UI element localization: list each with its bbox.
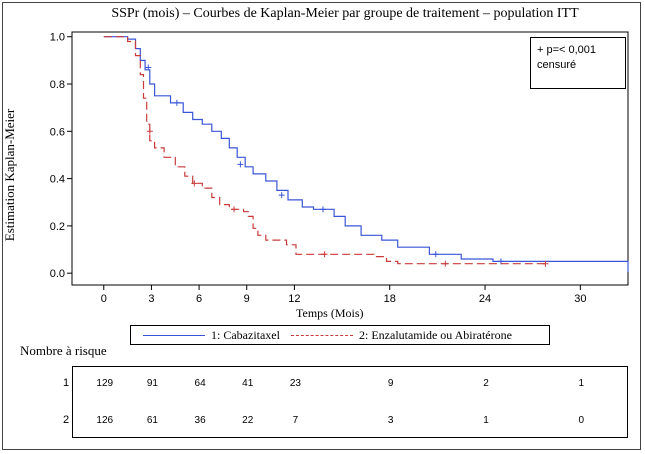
censor-annotation: + p=< 0,001 censuré: [530, 37, 626, 89]
censor-mark-1: [432, 251, 439, 258]
figure-frame: [2, 2, 641, 450]
censor-mark-1: [319, 206, 326, 213]
risk-count-group-1: 129: [96, 378, 114, 389]
risk-count-group-2: 22: [242, 415, 254, 426]
censor-mark-1: [145, 64, 152, 71]
legend-item-cabazitaxel: 1: Cabazitaxel: [143, 328, 280, 343]
risk-count-group-1: 41: [242, 378, 254, 389]
x-tick-label: 3: [148, 293, 154, 305]
risk-table-title: Nombre à risque: [20, 343, 107, 358]
plot-area: [71, 31, 629, 286]
km-curve-1: [103, 36, 629, 272]
annotation-line-2: censuré: [537, 59, 577, 71]
risk-count-group-2: 3: [387, 415, 394, 426]
x-tick-label: 12: [288, 293, 300, 305]
risk-count-group-1: 1: [578, 378, 585, 389]
risk-count-group-1: 23: [289, 378, 301, 389]
censor-mark-2: [442, 260, 449, 267]
chart-title: SSPr (mois) – Courbes de Kaplan-Meier pa…: [111, 6, 579, 21]
risk-count-group-2: 61: [146, 415, 158, 426]
x-tick-label: 9: [244, 293, 250, 305]
risk-count-group-2: 126: [96, 415, 114, 426]
annotation-line-1: + p=< 0,001: [537, 44, 597, 56]
x-tick-label: 30: [574, 293, 586, 305]
censor-mark-2: [146, 128, 153, 135]
y-tick-label: 0.6: [50, 126, 65, 138]
y-tick-label: 0.0: [50, 268, 65, 280]
x-tick-label: 18: [384, 293, 396, 305]
legend-swatch-dashed: [291, 335, 353, 336]
risk-count-group-1: 91: [146, 378, 158, 389]
x-axis-label: Temps (Mois): [296, 306, 364, 320]
y-tick-label: 0.4: [50, 174, 65, 186]
censor-mark-2: [191, 180, 198, 187]
censor-mark-2: [231, 206, 238, 213]
x-tick-label: 24: [479, 293, 491, 305]
risk-row-label-1: 1: [63, 377, 70, 389]
censor-mark-1: [237, 161, 244, 168]
censor-mark-2: [542, 260, 549, 267]
km-curve-2: [103, 36, 549, 265]
x-tick-label: 0: [101, 293, 107, 305]
y-tick-label: 0.8: [50, 79, 65, 91]
censor-mark-1: [173, 99, 180, 106]
legend-item-enzalutamide: 2: Enzalutamide ou Abiratérone: [291, 328, 512, 343]
legend: 1: Cabazitaxel 2: Enzalutamide ou Abirat…: [130, 325, 550, 345]
y-tick-label: 0.2: [50, 221, 65, 233]
risk-count-group-2: 0: [578, 415, 585, 426]
risk-count-group-2: 36: [194, 415, 206, 426]
censor-mark-1: [278, 192, 285, 199]
legend-label-1: 1: Cabazitaxel: [211, 328, 280, 342]
legend-swatch-solid: [143, 335, 205, 336]
risk-count-group-1: 64: [194, 378, 206, 389]
x-tick-label: 6: [196, 293, 202, 305]
risk-row-label-2: 2: [63, 414, 70, 426]
risk-count-group-1: 2: [483, 378, 489, 389]
risk-count-group-1: 9: [387, 378, 394, 389]
censor-mark-2: [321, 251, 328, 258]
legend-label-2: 2: Enzalutamide ou Abiratérone: [359, 328, 512, 342]
risk-count-group-2: 7: [292, 415, 299, 426]
y-tick-label: 1.0: [50, 32, 65, 44]
risk-table: 1 2 129 91 64 41 23 9 2 1 126 61 36 22 7 3 1 0: [63, 366, 628, 438]
risk-count-group-2: 1: [483, 415, 489, 426]
